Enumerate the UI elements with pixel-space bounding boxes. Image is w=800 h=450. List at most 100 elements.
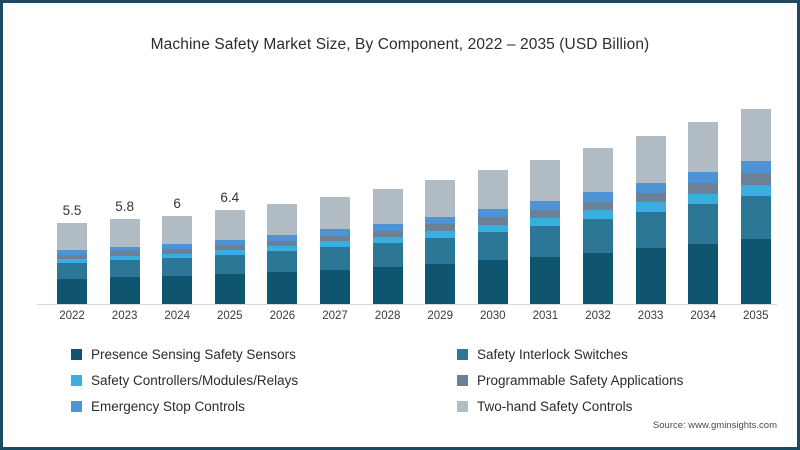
bar-stack[interactable] [740, 109, 771, 305]
bar-segment[interactable] [740, 109, 771, 162]
bar-segment[interactable] [372, 243, 403, 268]
bar-stack[interactable] [57, 223, 87, 305]
bar-segment[interactable] [109, 251, 140, 256]
bar-segment[interactable] [57, 250, 87, 255]
bar-segment[interactable] [57, 223, 87, 251]
legend-item[interactable]: Safety Controllers/Modules/Relays [71, 373, 457, 388]
bar-segment[interactable] [214, 254, 245, 275]
legend-item[interactable]: Programmable Safety Applications [457, 373, 761, 388]
bar-segment[interactable] [267, 240, 298, 247]
bar-segment[interactable] [530, 217, 561, 227]
bar-segment[interactable] [320, 229, 350, 236]
bar-segment[interactable] [162, 244, 193, 250]
bar-segment[interactable] [372, 189, 403, 224]
bar-stack[interactable] [530, 159, 561, 305]
bar-segment[interactable] [162, 276, 193, 305]
bar-segment[interactable] [583, 147, 613, 193]
bar-segment[interactable] [425, 237, 456, 265]
bar-segment[interactable] [688, 122, 719, 172]
bar-segment[interactable] [372, 267, 403, 305]
bar-segment[interactable] [530, 159, 561, 202]
bar-segment[interactable] [267, 234, 298, 241]
bar-segment[interactable] [425, 264, 456, 305]
bar-segment[interactable] [635, 212, 666, 249]
bar-segment[interactable] [477, 217, 508, 225]
bar-segment[interactable] [162, 258, 193, 277]
bar-segment[interactable] [57, 262, 87, 280]
bar-segment[interactable] [214, 244, 245, 250]
bar-segment[interactable] [477, 232, 508, 261]
bar-segment[interactable] [740, 184, 771, 197]
bar-segment[interactable] [372, 236, 403, 244]
bar-segment[interactable] [688, 204, 719, 244]
bar-stack[interactable] [477, 169, 508, 305]
bar-segment[interactable] [320, 235, 350, 242]
bar-segment[interactable] [635, 135, 666, 183]
bar-segment[interactable] [214, 239, 245, 245]
bar-segment[interactable] [109, 260, 140, 278]
bar-segment[interactable] [425, 224, 456, 232]
bar-segment[interactable] [740, 196, 771, 239]
bar-segment[interactable] [530, 226, 561, 257]
bar-segment[interactable] [688, 243, 719, 305]
bar-segment[interactable] [477, 260, 508, 305]
bar-segment[interactable] [214, 210, 245, 240]
bar-stack[interactable] [425, 180, 456, 305]
bar-segment[interactable] [583, 210, 613, 220]
bar-segment[interactable] [688, 171, 719, 184]
bar-segment[interactable] [162, 215, 193, 244]
bar-segment[interactable] [425, 231, 456, 238]
bar-stack[interactable] [635, 135, 666, 305]
bar-segment[interactable] [688, 183, 719, 194]
bar-segment[interactable] [267, 251, 298, 273]
bar-segment[interactable] [477, 224, 508, 233]
bar-segment[interactable] [530, 256, 561, 305]
bar-segment[interactable] [267, 204, 298, 235]
bar-segment[interactable] [320, 247, 350, 270]
bar-segment[interactable] [530, 201, 561, 210]
bar-stack[interactable] [688, 122, 719, 305]
bar-segment[interactable] [162, 249, 193, 254]
bar-segment[interactable] [214, 274, 245, 305]
bar-segment[interactable] [267, 246, 298, 252]
bar-segment[interactable] [583, 252, 613, 305]
bar-segment[interactable] [477, 169, 508, 210]
legend-item[interactable]: Emergency Stop Controls [71, 399, 457, 414]
bar-segment[interactable] [740, 238, 771, 305]
bar-segment[interactable] [320, 196, 350, 230]
bar-segment[interactable] [740, 173, 771, 185]
bar-segment[interactable] [688, 193, 719, 205]
bar-segment[interactable] [109, 246, 140, 252]
bar-segment[interactable] [635, 192, 666, 203]
bar-segment[interactable] [583, 201, 613, 211]
bar-segment[interactable] [109, 277, 140, 305]
bar-segment[interactable] [425, 216, 456, 225]
bar-stack[interactable] [583, 147, 613, 305]
legend-item[interactable]: Two-hand Safety Controls [457, 399, 761, 414]
bar-segment[interactable] [740, 161, 771, 174]
bar-segment[interactable] [109, 218, 140, 247]
bar-stack[interactable] [320, 196, 350, 305]
bar-segment[interactable] [214, 249, 245, 255]
bar-stack[interactable] [267, 204, 298, 305]
bar-segment[interactable] [635, 248, 666, 305]
bar-segment[interactable] [109, 255, 140, 261]
bar-segment[interactable] [477, 209, 508, 218]
bar-stack[interactable] [372, 189, 403, 305]
bar-segment[interactable] [530, 209, 561, 218]
bar-segment[interactable] [320, 269, 350, 305]
bar-segment[interactable] [583, 192, 613, 202]
bar-segment[interactable] [635, 202, 666, 213]
bar-segment[interactable] [57, 279, 87, 305]
legend-item[interactable]: Safety Interlock Switches [457, 347, 761, 362]
bar-stack[interactable] [162, 215, 193, 305]
bar-segment[interactable] [57, 254, 87, 259]
bar-segment[interactable] [57, 258, 87, 263]
bar-segment[interactable] [583, 219, 613, 253]
bar-stack[interactable] [214, 210, 245, 305]
bar-segment[interactable] [635, 182, 666, 193]
bar-segment[interactable] [162, 253, 193, 259]
bar-stack[interactable] [109, 218, 140, 305]
bar-segment[interactable] [372, 230, 403, 237]
bar-segment[interactable] [372, 223, 403, 231]
